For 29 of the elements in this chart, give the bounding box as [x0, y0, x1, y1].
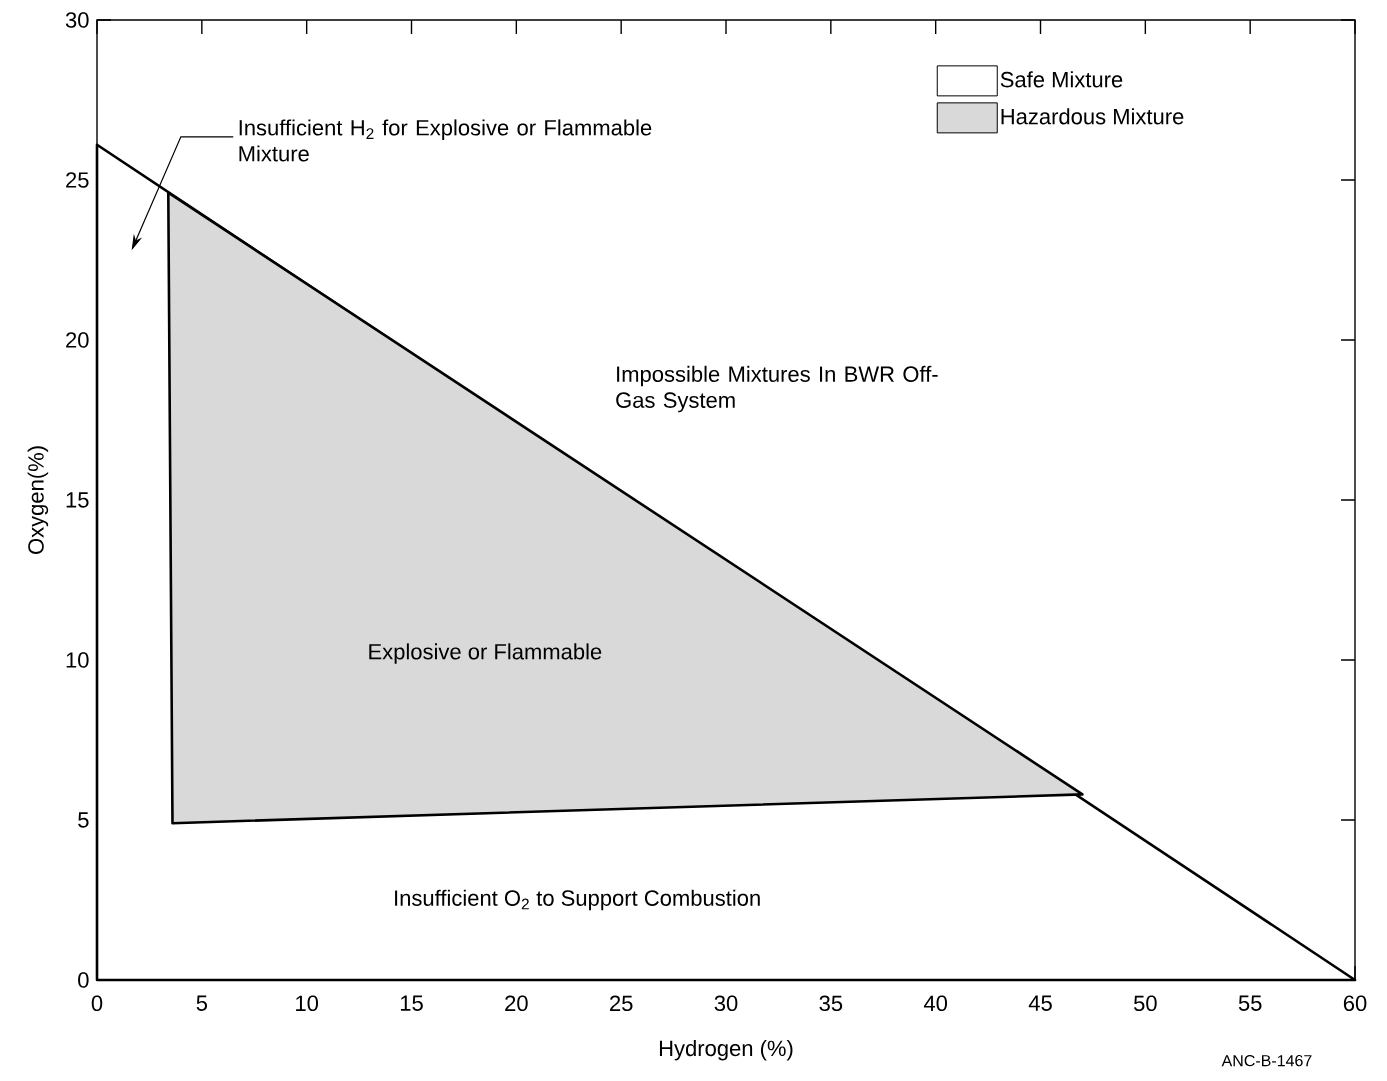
y-tick-label: 5	[78, 812, 89, 828]
y-tick-label: 0	[78, 972, 89, 988]
y-tick-label: 20	[66, 332, 89, 348]
x-axis-title: Hydrogen (%)	[659, 1039, 793, 1061]
x-tick-label: 30	[714, 995, 738, 1012]
annotation: Impossible Mixtures In BWR Off-Gas System	[616, 365, 938, 413]
x-tick-label: 45	[1028, 995, 1052, 1011]
x-tick-label: 55	[1238, 995, 1262, 1011]
text: ANC-B-1467	[1221, 1054, 1312, 1067]
annotation: Explosive or Flammable	[369, 643, 602, 664]
annotation: Insufficient O$_{2}$ to Support Combustion	[395, 889, 760, 911]
x-tick-label: 5	[196, 995, 208, 1011]
x-tick-label: 60	[1343, 995, 1367, 1012]
x-tick-label: 10	[296, 995, 319, 1012]
y-tick-label: 15	[66, 492, 89, 508]
x-tick-label: 40	[923, 995, 948, 1012]
text: Insufficient H$_{2}$ for Explosive or Flammable Mixture	[239, 119, 652, 162]
x-tick-label: 0	[91, 995, 103, 1012]
legend-label: Safe Mixture	[1000, 71, 1123, 88]
x-tick-label: 25	[610, 995, 633, 1012]
y-tick-label: 25	[66, 172, 89, 188]
y-tick-label: 30	[65, 12, 89, 28]
x-tick-label: 50	[1133, 995, 1157, 1012]
y-axis-title: Oxygen(%)	[27, 446, 49, 554]
x-tick-label: 20	[505, 995, 528, 1012]
x-tick-label: 35	[819, 995, 843, 1012]
legend-label: Hazardous Mixture	[1001, 108, 1184, 125]
x-tick-label: 15	[400, 995, 423, 1011]
y-tick-label: 10	[66, 652, 89, 668]
